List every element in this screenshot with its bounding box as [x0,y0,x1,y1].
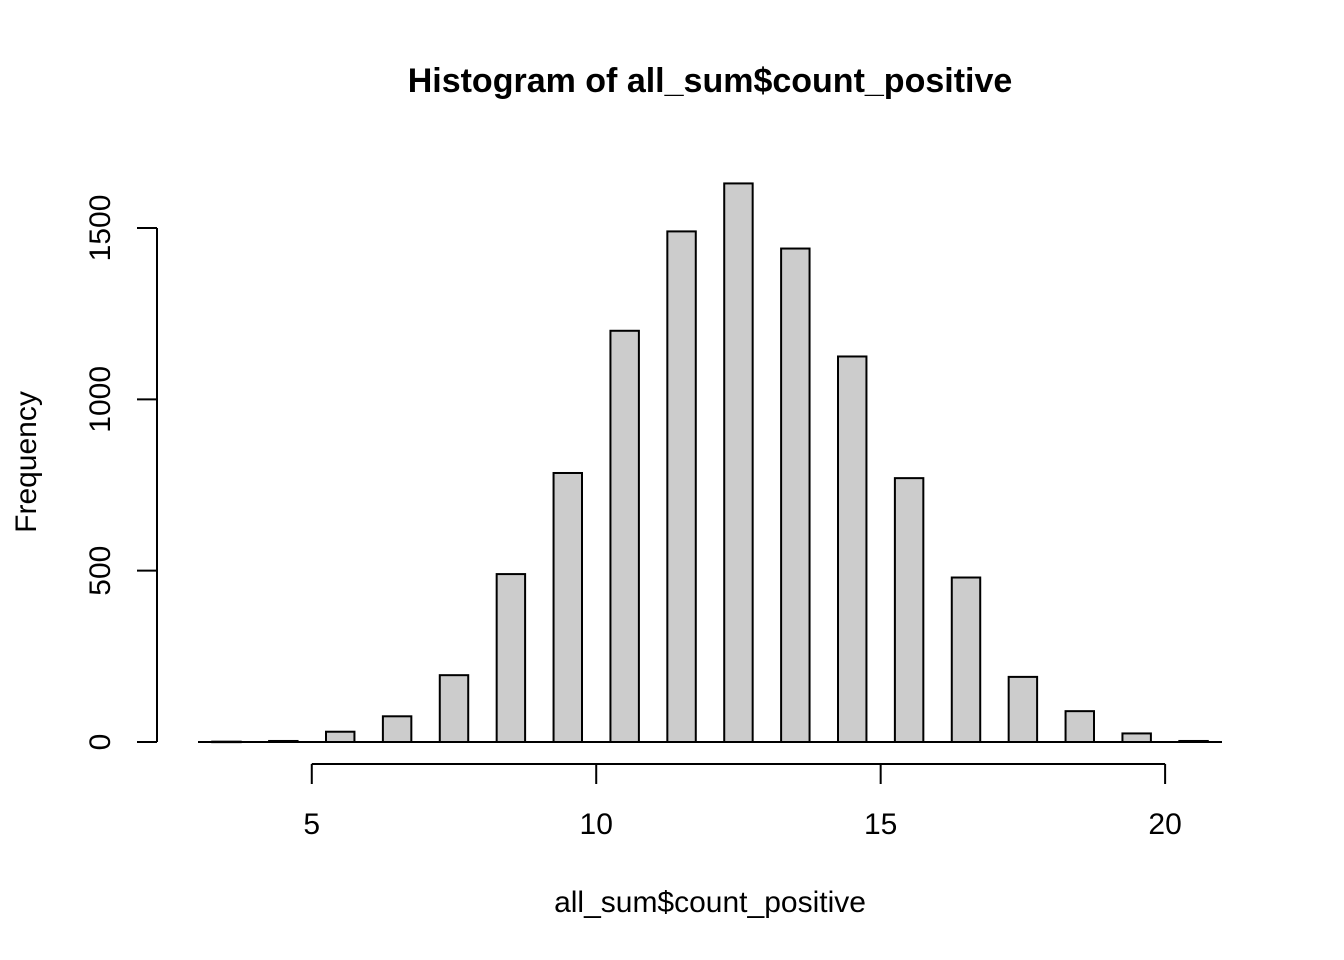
y-tick-label: 1000 [84,366,117,433]
histogram-bar [1121,732,1152,743]
histogram-bar [837,355,868,743]
histogram-bar [1007,675,1039,744]
y-tick-label: 500 [84,546,117,596]
histogram-bar [666,230,697,743]
x-axis-label: all_sum$count_positive [554,886,866,919]
histogram-bar [325,730,356,743]
chart-title: Histogram of all_sum$count_positive [408,62,1013,100]
histogram-bar [780,247,811,743]
histogram-bar [381,715,413,743]
histogram-bar [609,329,640,743]
y-axis: 0 500 1000 1500 [84,195,158,751]
histogram-bar [950,576,982,744]
histogram-bar [552,471,583,743]
histogram-bar [1064,710,1095,743]
histogram-bar [893,477,925,743]
histogram-bar [495,573,527,744]
y-tick-label: 0 [84,734,117,751]
histogram-bar [438,674,470,743]
bars-group [198,182,1222,744]
y-axis-label: Frequency [10,391,43,533]
histogram-bar [723,182,754,744]
x-axis: 5 10 15 20 [303,763,1182,841]
x-tick-label: 15 [864,808,897,841]
x-tick-label: 10 [580,808,613,841]
x-tick-label: 5 [303,808,320,841]
y-tick-label: 1500 [84,195,117,262]
x-tick-label: 20 [1148,808,1181,841]
